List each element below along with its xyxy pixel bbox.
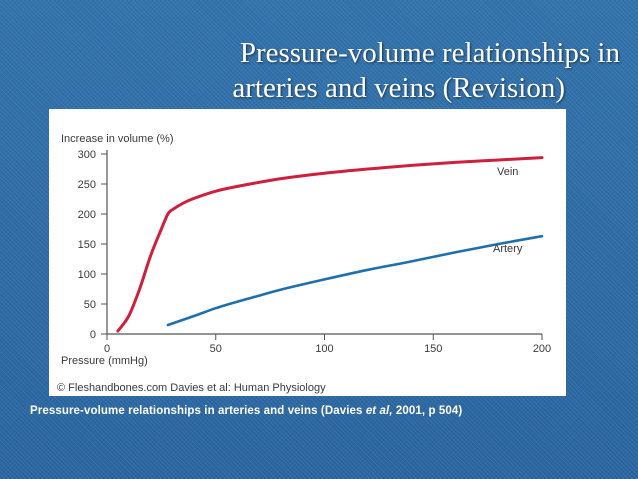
y-tick-label: 250	[78, 179, 96, 191]
artery-legend-label: Artery	[493, 243, 523, 255]
caption-text-start: Pressure-volume relationships in arterie…	[30, 405, 366, 417]
x-tick-label: 0	[104, 343, 110, 355]
chart-figure: 0 50 100 150 200 250 300 0 50 100 150 200 Increase i…	[49, 109, 566, 396]
x-tick-label: 200	[533, 343, 551, 355]
y-tick-label: 100	[78, 269, 96, 281]
caption-text-end: 2001, p 504)	[392, 405, 463, 417]
vein-legend-label: Vein	[497, 166, 518, 178]
copyright-text: © Fleshandbones.com Davies et al: Human …	[57, 382, 326, 394]
caption-italic: et al,	[365, 405, 393, 417]
vein-series-line	[116, 156, 544, 333]
y-tick-label: 0	[90, 329, 96, 341]
figure-caption: Pressure-volume relationships in arterie…	[30, 405, 630, 417]
x-tick-label: 150	[424, 343, 442, 355]
y-axis-label: Increase in volume (%)	[61, 133, 174, 145]
slide-title-line2: arteries and veins (Revision)	[232, 72, 565, 104]
y-tick-label: 50	[84, 299, 96, 311]
y-tick-label: 300	[78, 149, 96, 161]
y-tick-label: 200	[78, 209, 96, 221]
y-tick-label: 150	[78, 239, 96, 251]
slide-title: Pressure-volume relationships in arterie…	[100, 36, 620, 106]
x-tick-label: 50	[210, 343, 222, 355]
x-axis-label: Pressure (mmHg)	[61, 355, 148, 367]
pressure-volume-chart: 0 50 100 150 200 250 300 0 50 100 150 200 Increase i…	[57, 133, 551, 394]
slide-title-line1: Pressure-volume relationships in	[239, 37, 620, 69]
artery-series-line	[166, 234, 544, 327]
x-tick-label: 100	[315, 343, 333, 355]
